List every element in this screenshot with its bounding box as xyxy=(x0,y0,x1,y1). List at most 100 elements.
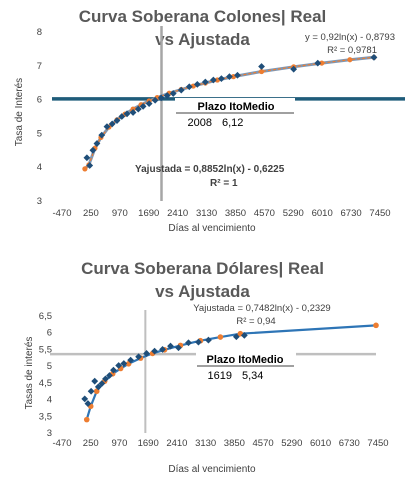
x-tick-label: 6010 xyxy=(310,438,331,449)
x-tick-label: -470 xyxy=(52,438,71,449)
real-point xyxy=(89,146,97,154)
adjusted-equation: Yajustada = 0,8852ln(x) - 0,6225 xyxy=(135,164,285,175)
real-point xyxy=(110,366,117,374)
real-point xyxy=(91,377,99,385)
adjusted-r2: R² = 1 xyxy=(210,178,238,189)
real-point xyxy=(314,59,322,67)
real-point xyxy=(290,65,298,73)
plazo-rate: 5,34 xyxy=(242,370,263,382)
x-tick-label: 970 xyxy=(112,208,128,219)
x-tick-label: 7450 xyxy=(369,208,390,219)
chart-colones: Curva Soberana Colones| Real vs Ajustada… xyxy=(14,7,405,234)
y-tick-label: 6 xyxy=(37,95,42,106)
real-point xyxy=(157,94,165,102)
real-point xyxy=(195,338,202,346)
chart-title-line1: Curva Soberana Dólares| Real xyxy=(81,259,324,278)
x-tick-label: 2410 xyxy=(166,438,187,449)
real-point xyxy=(163,92,171,99)
real-point xyxy=(103,123,111,131)
adjusted-curve xyxy=(84,56,375,170)
real-point xyxy=(169,90,177,97)
x-tick-label: 7450 xyxy=(367,438,388,449)
plazo-header: Plazo ItoMedio xyxy=(198,101,275,113)
plazo-days: 2008 xyxy=(188,117,212,129)
y-tick-label: 6,5 xyxy=(39,311,52,322)
real-point xyxy=(167,342,174,350)
real-point xyxy=(370,53,378,61)
real-point xyxy=(139,102,147,110)
real-point xyxy=(151,96,159,104)
real-point xyxy=(83,154,91,162)
adjusted-r2: R² = 0,94 xyxy=(236,316,275,327)
adjusted-point xyxy=(319,60,325,66)
real-point xyxy=(129,109,137,116)
real-point xyxy=(177,86,185,94)
plazo-rate: 6,12 xyxy=(222,117,243,129)
y-tick-label: 3 xyxy=(47,428,52,439)
x-axis-label: Días al vencimiento xyxy=(168,464,256,475)
x-tick-label: 3850 xyxy=(225,208,246,219)
real-point xyxy=(108,120,116,128)
real-point xyxy=(218,75,225,83)
x-tick-label: 970 xyxy=(112,438,128,449)
real-point xyxy=(94,383,102,391)
y-tick-label: 7 xyxy=(37,61,42,72)
real-point xyxy=(84,400,92,407)
adjusted-equation: Yajustada = 0,7482ln(x) - 0,2329 xyxy=(193,303,330,314)
real-point xyxy=(226,73,233,81)
y-tick-label: 4 xyxy=(37,162,42,173)
real-point xyxy=(205,336,212,344)
y-axis-label: Tasas de interés xyxy=(24,337,35,410)
x-tick-label: 6730 xyxy=(339,438,360,449)
y-axis-label: Tasa de Interés xyxy=(14,78,25,146)
plazo-days: 1619 xyxy=(208,370,232,382)
y-tick-label: 4 xyxy=(47,395,52,406)
x-tick-label: 2410 xyxy=(167,208,188,219)
real-point xyxy=(86,162,94,169)
plazo-header: Plazo ItoMedio xyxy=(207,354,284,366)
x-tick-label: 3850 xyxy=(224,438,245,449)
real-point xyxy=(118,113,126,120)
x-tick-label: 1690 xyxy=(138,438,159,449)
real-point xyxy=(102,375,109,383)
y-tick-label: 6 xyxy=(47,328,52,339)
x-axis-label: Días al vencimiento xyxy=(168,223,256,234)
real-point xyxy=(134,105,142,113)
real-point xyxy=(113,117,121,124)
x-tick-label: 5290 xyxy=(283,208,304,219)
real-point xyxy=(240,331,248,339)
trend-r2-real: R² = 0,9781 xyxy=(327,45,377,56)
real-point xyxy=(135,353,143,361)
real-point xyxy=(159,346,166,353)
adjusted-point xyxy=(217,334,224,340)
x-tick-label: 250 xyxy=(83,438,99,449)
chart-title-line2: vs Ajustada xyxy=(155,282,250,301)
real-point xyxy=(127,356,135,364)
real-point xyxy=(185,83,193,91)
x-tick-label: 5290 xyxy=(281,438,302,449)
real-point xyxy=(98,131,106,139)
real-point xyxy=(106,372,113,379)
plazo-box-bg xyxy=(196,352,296,382)
real-point xyxy=(232,333,240,341)
real-point xyxy=(193,80,201,88)
y-tick-label: 5 xyxy=(47,361,52,372)
y-tick-label: 8 xyxy=(37,27,42,38)
real-point xyxy=(209,76,217,84)
chart-dolares: Curva Soberana Dólares| Real vs Ajustada… xyxy=(0,252,405,486)
chart-title-line2: vs Ajustada xyxy=(155,30,250,49)
real-point xyxy=(81,395,89,403)
adjusted-point xyxy=(347,57,353,63)
chart-title-line1: Curva Soberana Colones| Real xyxy=(78,7,327,26)
x-tick-label: 4570 xyxy=(253,438,274,449)
real-point xyxy=(234,71,241,79)
chart-plot: -470 250 970 1690 2410 3130 3850 4570 5290 6010 67… xyxy=(14,26,405,234)
real-point xyxy=(115,362,123,369)
adjusted-point xyxy=(373,322,379,329)
x-tick-label: 4570 xyxy=(254,208,275,219)
y-tick-label: 3,5 xyxy=(39,411,52,422)
real-point xyxy=(93,140,101,147)
real-point xyxy=(87,387,95,395)
real-point xyxy=(151,347,158,355)
x-tick-label: 3130 xyxy=(196,208,217,219)
